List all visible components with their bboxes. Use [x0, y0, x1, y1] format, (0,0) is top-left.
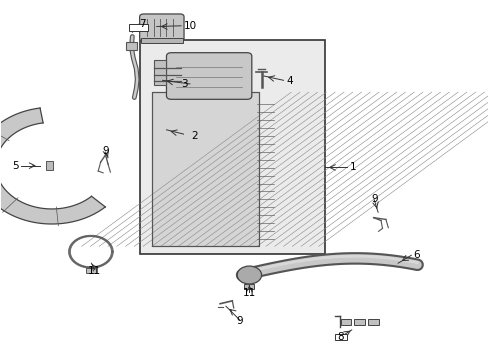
FancyBboxPatch shape	[140, 14, 183, 41]
Bar	[126, 42, 137, 50]
Text: 8: 8	[337, 332, 344, 342]
Text: 9: 9	[370, 194, 377, 204]
Text: 4: 4	[285, 76, 292, 86]
Bar	[154, 60, 166, 85]
Text: 10: 10	[183, 21, 196, 31]
Polygon shape	[0, 108, 105, 224]
Circle shape	[237, 266, 261, 284]
Bar	[244, 284, 254, 289]
Bar	[129, 24, 148, 31]
Text: 5: 5	[13, 161, 19, 171]
Bar	[340, 319, 350, 325]
Text: 9: 9	[236, 316, 243, 325]
FancyBboxPatch shape	[166, 53, 251, 99]
Bar	[140, 40, 325, 253]
Text: 6: 6	[412, 249, 419, 260]
Bar	[86, 268, 96, 273]
Bar	[152, 92, 259, 246]
Text: 9: 9	[102, 145, 109, 156]
Bar	[45, 161, 53, 170]
Bar	[367, 319, 378, 325]
Text: 1: 1	[348, 162, 355, 172]
Bar	[334, 334, 346, 339]
Text: 7: 7	[139, 19, 145, 29]
Text: 3: 3	[181, 79, 187, 89]
Bar	[152, 92, 259, 246]
Bar	[353, 319, 364, 325]
Text: 11: 11	[88, 266, 101, 276]
Text: 2: 2	[190, 131, 197, 140]
Bar	[141, 39, 182, 42]
Text: 11: 11	[242, 288, 256, 298]
